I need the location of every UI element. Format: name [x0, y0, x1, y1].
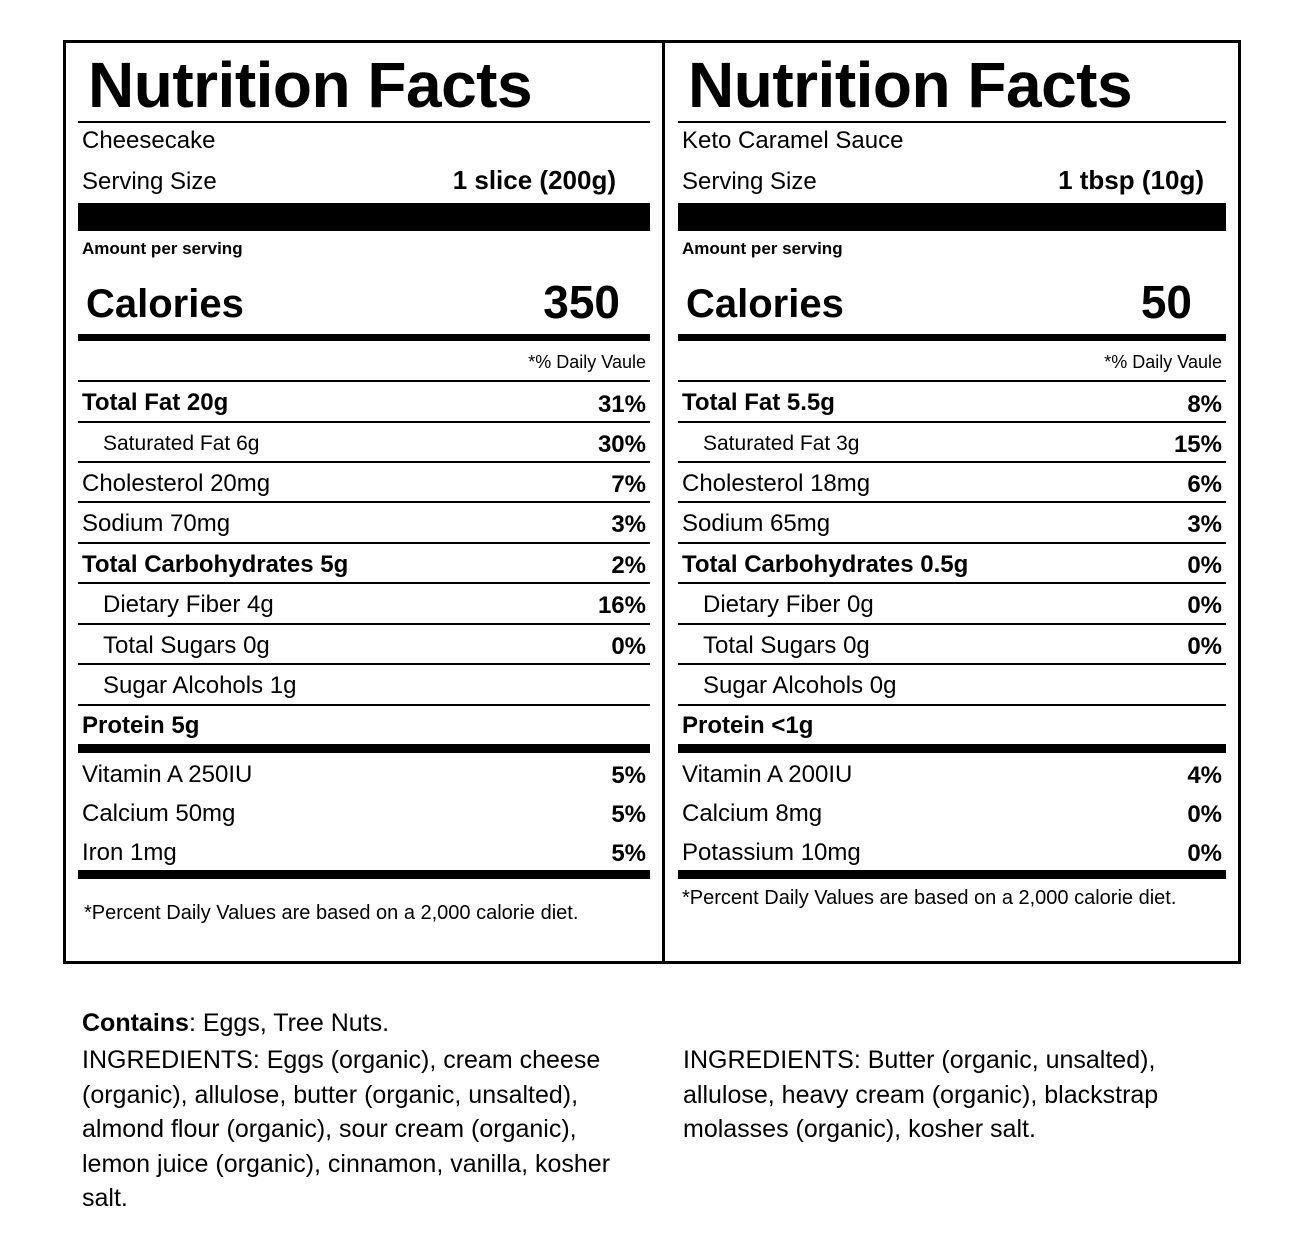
dv-saturated-fat: 30%: [597, 431, 646, 458]
dv-total-carbohydrates: 2%: [611, 552, 646, 579]
calcium: Calcium 50mg: [82, 800, 236, 827]
nutrient-total-carbohydrates: Total Carbohydrates 0.5g: [682, 551, 969, 578]
calcium: Calcium 8mg: [682, 800, 823, 827]
dv-iron: 5%: [611, 840, 646, 867]
serving-size-value: 1 slice (200g): [452, 165, 616, 195]
amount-per-serving: Amount per serving: [82, 239, 243, 258]
divider-line: [78, 663, 650, 665]
nutrient-total-sugars: Total Sugars 0g: [103, 632, 270, 659]
daily-value-header: *% Daily Vaule: [528, 352, 646, 372]
divider-line: [78, 461, 650, 463]
dv-sodium: 3%: [1187, 511, 1222, 538]
dv-calcium: 0%: [1187, 801, 1222, 828]
divider-line: [678, 542, 1226, 544]
heavy-bar: [78, 744, 650, 753]
thick-bar: [78, 203, 650, 231]
nutrient-total-fat: Total Fat 5.5g: [682, 389, 835, 416]
calories-value: 350: [543, 276, 620, 328]
contains-label: Contains: [82, 1009, 189, 1037]
dv-dietary-fiber: 16%: [597, 592, 646, 619]
nutrient-total-fat: Total Fat 20g: [82, 389, 229, 416]
nutrition-labels-frame: [63, 40, 1241, 964]
divider-line: [678, 421, 1226, 423]
nutrient-sodium: Sodium 65mg: [682, 510, 831, 537]
dv-potassium: 0%: [1187, 840, 1222, 867]
divider-line: [78, 582, 650, 584]
divider-line: [678, 623, 1226, 625]
nutrient-dietary-fiber: Dietary Fiber 4g: [103, 591, 274, 618]
nutrient-sugar-alcohols: Sugar Alcohols 0g: [703, 672, 897, 699]
vitamin-a: Vitamin A 250IU: [82, 761, 253, 788]
dv-cholesterol: 7%: [611, 471, 646, 498]
dv-total-sugars: 0%: [611, 633, 646, 660]
dv-total-carbohydrates: 0%: [1187, 552, 1222, 579]
nutrient-cholesterol: Cholesterol 20mg: [82, 470, 271, 497]
divider-line: [78, 421, 650, 423]
divider-line: [78, 623, 650, 625]
panel-divider: [662, 40, 665, 964]
divider-line: [78, 501, 650, 503]
ingredients-caramel-sauce: INGREDIENTS: Butter (organic, unsalted),…: [683, 1046, 1159, 1143]
calories-label: Calories: [686, 282, 844, 326]
nutrient-saturated-fat: Saturated Fat 3g: [703, 432, 860, 455]
nutrient-saturated-fat: Saturated Fat 6g: [103, 432, 260, 455]
divider-line: [678, 582, 1226, 584]
serving-size-label: Serving Size: [682, 168, 817, 195]
medium-bar: [78, 334, 650, 341]
serving-size-label: Serving Size: [82, 168, 217, 195]
nutrient-total-sugars: Total Sugars 0g: [703, 632, 870, 659]
nutrition-facts-title: Nutrition Facts: [688, 49, 1133, 121]
nutrient-dietary-fiber: Dietary Fiber 0g: [703, 591, 874, 618]
divider-line: [678, 121, 1226, 123]
dv-total-fat: 8%: [1187, 391, 1222, 418]
calories-value: 50: [1140, 276, 1192, 328]
nutrient-sugar-alcohols: Sugar Alcohols 1g: [103, 672, 297, 699]
medium-bar: [678, 334, 1226, 341]
nutrient-sodium: Sodium 70mg: [82, 510, 231, 537]
daily-value-footnote: *Percent Daily Values are based on a 2,0…: [682, 887, 1177, 909]
divider-line: [78, 380, 650, 382]
ingredients-cheesecake: INGREDIENTS: Eggs (organic), cream chees…: [82, 1046, 611, 1212]
divider-line: [78, 542, 650, 544]
dv-saturated-fat: 15%: [1173, 431, 1222, 458]
daily-value-header: *% Daily Vaule: [1104, 352, 1222, 372]
nutrient-protein: Protein <1g: [682, 712, 814, 739]
potassium: Potassium 10mg: [682, 839, 861, 866]
daily-value-footnote: *Percent Daily Values are based on a 2,0…: [84, 902, 579, 924]
product-name: Keto Caramel Sauce: [682, 127, 904, 154]
divider-line: [678, 704, 1226, 706]
divider-line: [78, 704, 650, 706]
nutrient-cholesterol: Cholesterol 18mg: [682, 470, 871, 497]
divider-line: [678, 663, 1226, 665]
nutrition-facts-title: Nutrition Facts: [88, 49, 533, 121]
dv-calcium: 5%: [611, 801, 646, 828]
dv-dietary-fiber: 0%: [1187, 592, 1222, 619]
calories-label: Calories: [86, 282, 244, 326]
thick-bar: [678, 203, 1226, 231]
divider-line: [78, 121, 650, 123]
product-name: Cheesecake: [82, 127, 216, 154]
divider-line: [678, 380, 1226, 382]
contains-value: : Eggs, Tree Nuts.: [188, 1009, 390, 1037]
dv-sodium: 3%: [611, 511, 646, 538]
iron: Iron 1mg: [82, 839, 177, 866]
divider-line: [678, 461, 1226, 463]
divider-line: [678, 501, 1226, 503]
heavy-bar: [678, 744, 1226, 753]
dv-total-sugars: 0%: [1187, 633, 1222, 660]
dv-vitamin-a: 4%: [1187, 762, 1222, 789]
dv-vitamin-a: 5%: [611, 762, 646, 789]
heavy-bar: [678, 870, 1226, 879]
vitamin-a: Vitamin A 200IU: [682, 761, 853, 788]
nutrient-total-carbohydrates: Total Carbohydrates 5g: [82, 551, 349, 578]
allergen-contains: Contains: Eggs, Tree Nuts.: [82, 1006, 389, 1040]
amount-per-serving: Amount per serving: [682, 239, 843, 258]
dv-cholesterol: 6%: [1187, 471, 1222, 498]
nutrient-protein: Protein 5g: [82, 712, 200, 739]
heavy-bar: [78, 870, 650, 879]
serving-size-value: 1 tbsp (10g): [1058, 165, 1204, 195]
dv-total-fat: 31%: [597, 391, 646, 418]
